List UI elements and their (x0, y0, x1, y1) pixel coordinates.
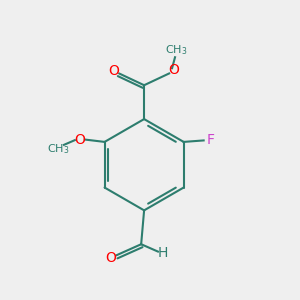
Text: O: O (108, 64, 119, 78)
Text: O: O (74, 133, 85, 146)
Text: O: O (169, 64, 180, 77)
Text: O: O (105, 251, 116, 265)
Text: CH$_3$: CH$_3$ (165, 43, 188, 57)
Text: H: H (158, 246, 168, 260)
Text: F: F (206, 134, 214, 147)
Text: CH$_3$: CH$_3$ (47, 142, 69, 156)
